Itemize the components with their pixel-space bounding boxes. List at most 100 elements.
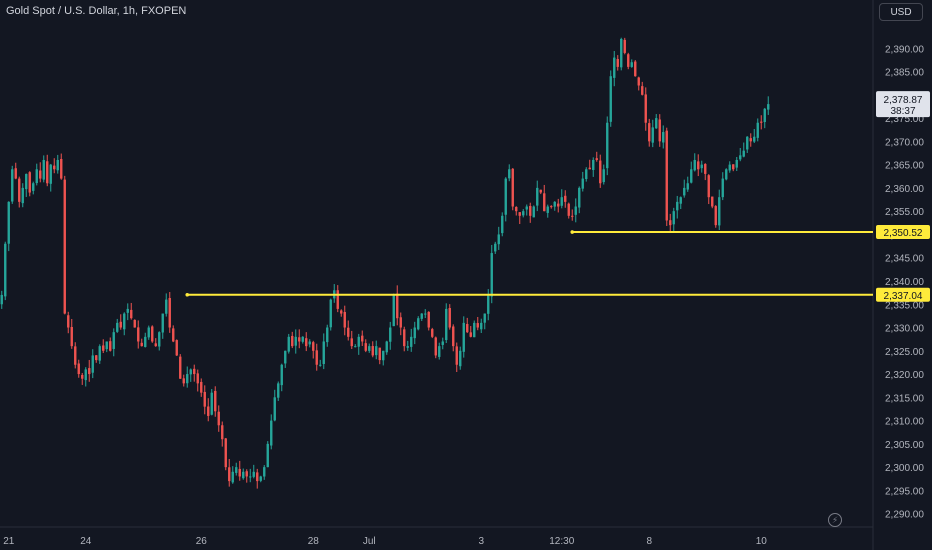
candle-body — [420, 313, 423, 319]
candle-body — [315, 350, 318, 365]
currency-button[interactable]: USD — [879, 3, 923, 21]
candle-body — [42, 159, 45, 180]
candle-body — [431, 329, 434, 337]
candle-body — [399, 317, 402, 328]
candle-body — [424, 313, 427, 315]
x-tick-label: 8 — [646, 536, 652, 547]
candle-body — [742, 150, 745, 157]
y-tick-label: 2,390.00 — [885, 44, 924, 55]
y-tick-label: 2,320.00 — [885, 370, 924, 381]
candle-body — [630, 62, 633, 67]
candle-body — [63, 179, 66, 314]
candle-body — [266, 443, 269, 468]
candle-body — [294, 336, 297, 346]
candle-body — [403, 329, 406, 347]
candle-body — [95, 355, 98, 361]
candle-body — [718, 197, 721, 226]
candle-body — [462, 322, 465, 352]
symbol-title: Gold Spot / U.S. Dollar, 1h, FXOPEN — [6, 5, 187, 17]
candle-body — [105, 341, 108, 350]
candle-body — [665, 130, 668, 221]
candle-body — [599, 160, 602, 184]
candle-body — [690, 169, 693, 183]
candle-body — [49, 164, 52, 184]
candle-body — [130, 309, 133, 319]
candle-body — [522, 211, 525, 216]
candle-body — [259, 476, 262, 481]
candle-body — [371, 346, 374, 356]
candle-body — [273, 397, 276, 421]
candle-body — [88, 368, 91, 375]
candle-body — [137, 327, 140, 342]
candle-body — [172, 328, 175, 342]
x-tick-label: 28 — [308, 536, 320, 547]
candle-body — [385, 341, 388, 353]
candle-body — [501, 215, 504, 234]
y-tick-label: 2,305.00 — [885, 440, 924, 451]
candle-body — [529, 206, 532, 216]
candle-body — [686, 183, 689, 190]
candle-body — [326, 327, 329, 343]
candle-body — [256, 472, 259, 482]
candle-body — [168, 297, 171, 328]
candle-body — [245, 471, 248, 477]
candle-body — [546, 206, 549, 213]
candle-body — [574, 206, 577, 215]
support-line-anchor — [185, 292, 190, 297]
candle-body — [494, 243, 497, 252]
y-tick-label: 2,345.00 — [885, 254, 924, 265]
candle-body — [116, 322, 119, 332]
candle-body — [637, 77, 640, 86]
x-tick-label: 3 — [478, 536, 484, 547]
candle-body — [53, 165, 56, 170]
candle-body — [357, 336, 360, 347]
candle-body — [434, 337, 437, 356]
candle-body — [147, 327, 150, 338]
candle-body — [14, 168, 17, 179]
candle-body — [308, 341, 311, 345]
candle-body — [70, 326, 73, 347]
candle-body — [354, 346, 357, 348]
candle-body — [725, 169, 728, 180]
candle-body — [676, 201, 679, 211]
candle-body — [441, 341, 444, 345]
candle-body — [186, 374, 189, 384]
candle-body — [133, 319, 136, 328]
candle-body — [616, 59, 619, 67]
candle-body — [32, 183, 35, 191]
candle-body — [613, 57, 616, 78]
support-price-label: 2,350.52 — [884, 228, 923, 239]
candle-body — [487, 294, 490, 314]
candle-body — [382, 350, 385, 361]
y-tick-label: 2,325.00 — [885, 347, 924, 358]
candle-body — [539, 189, 542, 193]
candle-body — [497, 234, 500, 245]
candle-body — [270, 420, 273, 446]
candle-body — [452, 326, 455, 347]
candle-body — [627, 54, 630, 67]
candle-body — [763, 108, 766, 123]
candle-body — [322, 341, 325, 364]
candle-body — [553, 201, 556, 207]
candle-body — [490, 253, 493, 297]
candle-body — [228, 467, 231, 482]
candle-body — [217, 411, 220, 426]
candle-body — [340, 310, 343, 314]
candle-body — [749, 138, 752, 142]
candle-body — [602, 169, 605, 183]
x-tick-label: 24 — [80, 536, 92, 547]
candle-body — [56, 159, 59, 171]
candle-body — [249, 476, 252, 478]
candle-body — [179, 356, 182, 379]
candle-body — [606, 122, 609, 169]
lightning-icon[interactable]: ⚡ — [828, 513, 842, 527]
candle-body — [161, 313, 164, 333]
candle-body — [298, 337, 301, 342]
last-price-tag — [876, 91, 930, 118]
candle-body — [707, 175, 710, 198]
candle-body — [312, 342, 315, 351]
candle-body — [165, 299, 168, 314]
candle-body — [396, 293, 399, 319]
candle-body — [287, 336, 290, 352]
